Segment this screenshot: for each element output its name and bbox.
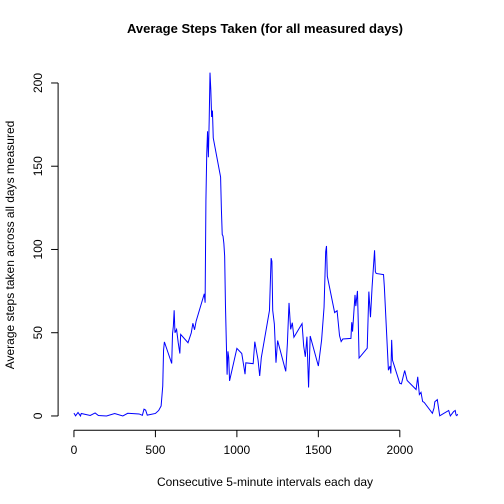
x-tick-label: 2000 bbox=[386, 443, 413, 457]
chart-title: Average Steps Taken (for all measured da… bbox=[127, 21, 403, 36]
x-tick-label: 1500 bbox=[305, 443, 332, 457]
y-tick-label: 50 bbox=[31, 326, 45, 340]
x-tick-label: 0 bbox=[71, 443, 78, 457]
line-series bbox=[73, 72, 459, 418]
x-axis-label: Consecutive 5-minute intervals each day bbox=[157, 475, 373, 489]
x-tick-label: 1000 bbox=[224, 443, 251, 457]
y-tick-label: 150 bbox=[31, 156, 45, 176]
y-tick-label: 100 bbox=[31, 239, 45, 259]
x-tick-label: 500 bbox=[145, 443, 165, 457]
y-tick-label: 0 bbox=[31, 412, 45, 419]
y-axis-label: Average steps taken across all days meas… bbox=[3, 121, 17, 370]
y-tick-label: 200 bbox=[31, 73, 45, 93]
